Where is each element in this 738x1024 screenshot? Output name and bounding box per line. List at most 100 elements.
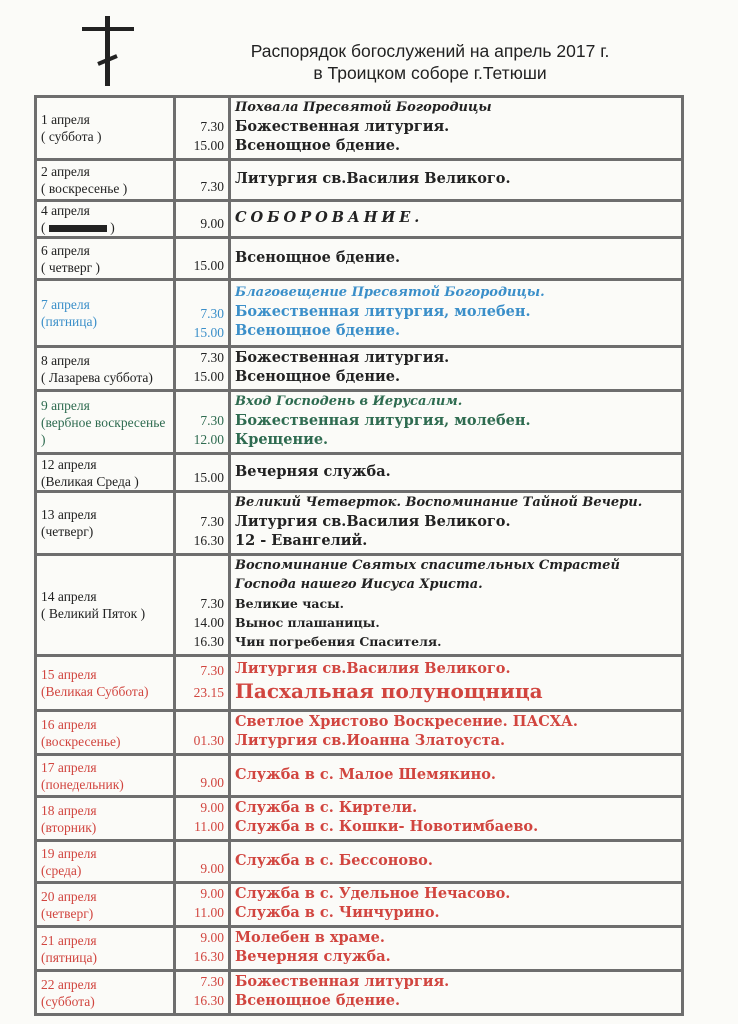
schedule-row: 21 апреля (пятница) 9.00 16.30 Молебен в х… bbox=[34, 925, 684, 972]
service-time: 9.00 bbox=[200, 861, 224, 876]
service-line: Служба в с. Чинчурино. bbox=[235, 904, 440, 921]
date: 17 апреля bbox=[41, 759, 97, 775]
service-line: Крещение. bbox=[235, 431, 329, 448]
date: 18 апреля bbox=[41, 802, 97, 818]
date-cell: 17 апреля (понедельник) bbox=[34, 753, 176, 798]
time-cell: 01.30 bbox=[173, 709, 231, 756]
weekday: (понедельник) bbox=[41, 776, 124, 792]
weekday: ( воскресенье ) bbox=[41, 181, 128, 196]
service-line: Божественная литургия, молебен. bbox=[235, 303, 531, 320]
schedule-table: 1 апреля ( суббота ) 7.30 15.00 Похвала Пр… bbox=[34, 95, 684, 1016]
date-cell: 15 апреля (Великая Суббота) bbox=[34, 654, 176, 712]
services-cell: Служба в с. Бессоново. bbox=[228, 839, 684, 884]
date: 21 апреля bbox=[41, 932, 97, 948]
orthodox-cross-icon bbox=[82, 16, 134, 86]
time-cell: 7.30 14.00 16.30 bbox=[173, 553, 231, 657]
schedule-row: 14 апреля ( Великий Пяток ) 7.30 14.00 16.3… bbox=[34, 553, 684, 657]
service-line: Служба в с. Кошки- Новотимбаево. bbox=[235, 818, 539, 835]
services-cell: Служба в с. Удельное Нечасово. Служба в с… bbox=[228, 881, 684, 928]
service-time: 7.30 bbox=[200, 413, 224, 428]
time-cell: 7.30 15.00 bbox=[173, 345, 231, 392]
schedule-row: 2 апреля ( воскресенье ) 7.30 Литургия св… bbox=[34, 158, 684, 202]
schedule-row: 12 апреля (Великая Среда ) 15.00 Вечерняя… bbox=[34, 452, 684, 493]
schedule-row: 6 апреля( четверг ) 15.00 Всенощное бден… bbox=[34, 236, 684, 281]
service-time: 7.30 bbox=[200, 179, 224, 194]
service-line: Литургия св.Василия Великого. bbox=[235, 660, 511, 677]
services-cell: Вход Господень в Иерусалим. Божественная … bbox=[228, 389, 684, 455]
service-line: Молебен в храме. bbox=[235, 929, 385, 946]
weekday-open: ( bbox=[41, 220, 49, 235]
service-time: 16.30 bbox=[193, 949, 224, 964]
service-line: СОБОРОВАНИЕ. bbox=[235, 209, 424, 226]
date-cell: 2 апреля ( воскресенье ) bbox=[34, 158, 176, 202]
service-time: 7.30 bbox=[200, 974, 224, 989]
service-line: Служба в с. Киртели. bbox=[235, 799, 418, 816]
service-line: Литургия св.Василия Великого. bbox=[235, 513, 511, 530]
services-cell: Божественная литургия. Всенощное бдение. bbox=[228, 969, 684, 1016]
weekday: ( четверг ) bbox=[41, 259, 100, 275]
time-cell: 15.00 bbox=[173, 452, 231, 493]
weekday: (Великая Среда ) bbox=[41, 473, 139, 489]
service-time: 01.30 bbox=[193, 733, 224, 748]
services-cell: СОБОРОВАНИЕ. bbox=[228, 199, 684, 239]
service-time: 7.30 bbox=[200, 306, 224, 321]
title-line-1: Распорядок богослужений на апрель 2017 г… bbox=[250, 41, 610, 61]
service-line: Служба в с. Бессоново. bbox=[235, 851, 433, 869]
title-line-2: в Троицком соборе г.Тетюши bbox=[313, 63, 547, 83]
service-time: 14.00 bbox=[193, 615, 224, 630]
service-line: Божественная литургия, молебен. bbox=[235, 412, 531, 429]
service-time: 12.00 bbox=[193, 432, 224, 447]
date: 22 апреля bbox=[41, 976, 97, 992]
service-line: Чин погребения Спасителя. bbox=[235, 634, 442, 649]
service-line: Пасхальная полунощница bbox=[235, 679, 543, 703]
service-time: 9.00 bbox=[200, 800, 224, 815]
weekday: (пятница) bbox=[41, 949, 97, 965]
service-line: Вынос плашаницы. bbox=[235, 615, 380, 630]
service-line: Божественная литургия. bbox=[235, 349, 450, 366]
service-line: Божественная литургия. bbox=[235, 973, 450, 990]
service-line: Всенощное бдение. bbox=[235, 992, 401, 1009]
date: 2 апреля bbox=[41, 164, 90, 179]
service-time: 7.30 bbox=[200, 119, 224, 134]
services-cell: Светлое Христово Воскресение. ПАСХА. Литу… bbox=[228, 709, 684, 756]
service-time: 23.15 bbox=[193, 685, 224, 700]
service-line: Господа нашего Иисуса Христа. bbox=[235, 577, 483, 592]
date: 12 апреля bbox=[41, 456, 97, 472]
date-cell: 8 апреля( Лазарева суббота) bbox=[34, 345, 176, 392]
service-time: 15.00 bbox=[193, 470, 224, 485]
services-cell: Великий Четверток. Воспоминание Тайной В… bbox=[228, 490, 684, 556]
time-cell: 7.30 16.30 bbox=[173, 490, 231, 556]
service-time: 15.00 bbox=[193, 258, 224, 273]
date-cell: 9 апреля (вербное воскресенье ) bbox=[34, 389, 176, 455]
date: 6 апреля bbox=[41, 242, 90, 258]
schedule-row: 15 апреля (Великая Суббота) 7.30 23.15 Лит… bbox=[34, 654, 684, 712]
date-cell: 20 апреля (четверг) bbox=[34, 881, 176, 928]
schedule-row: 8 апреля( Лазарева суббота) 7.30 15.00 Бо… bbox=[34, 345, 684, 392]
time-cell: 7.30 bbox=[173, 158, 231, 202]
service-time: 16.30 bbox=[193, 533, 224, 548]
schedule-row: 17 апреля (понедельник) 9.00 Служба в с. … bbox=[34, 753, 684, 798]
service-line: Всенощное бдение. bbox=[235, 322, 401, 339]
time-cell: 9.00 16.30 bbox=[173, 925, 231, 972]
date: 15 апреля bbox=[41, 667, 97, 682]
service-line: Благовещение Пресвятой Богородицы. bbox=[235, 285, 545, 300]
time-cell: 9.00 11.00 bbox=[173, 881, 231, 928]
service-time: 9.00 bbox=[200, 216, 224, 231]
weekday: ( Великий Пяток ) bbox=[41, 606, 146, 621]
service-line: Литургия св.Иоанна Златоуста. bbox=[235, 732, 506, 749]
date: 16 апреля bbox=[41, 716, 97, 732]
time-cell: 15.00 bbox=[173, 236, 231, 281]
schedule-row: 7 апреля (пятница) 7.30 15.00 Благовещение… bbox=[34, 278, 684, 348]
service-line: Вечерняя служба. bbox=[235, 462, 391, 480]
service-time: 16.30 bbox=[193, 993, 224, 1008]
service-time: 9.00 bbox=[200, 775, 224, 790]
date: 4 апреля bbox=[41, 203, 90, 218]
weekday: (вторник) bbox=[41, 819, 97, 835]
service-time: 7.30 bbox=[200, 663, 224, 678]
weekday: (пятница) bbox=[41, 314, 97, 329]
service-time: 7.30 bbox=[200, 514, 224, 529]
services-cell: Служба в с. Киртели. Служба в с. Кошки- Н… bbox=[228, 795, 684, 842]
service-time: 16.30 bbox=[193, 634, 224, 649]
date: 1 апреля bbox=[41, 112, 90, 127]
date-cell: 6 апреля( четверг ) bbox=[34, 236, 176, 281]
